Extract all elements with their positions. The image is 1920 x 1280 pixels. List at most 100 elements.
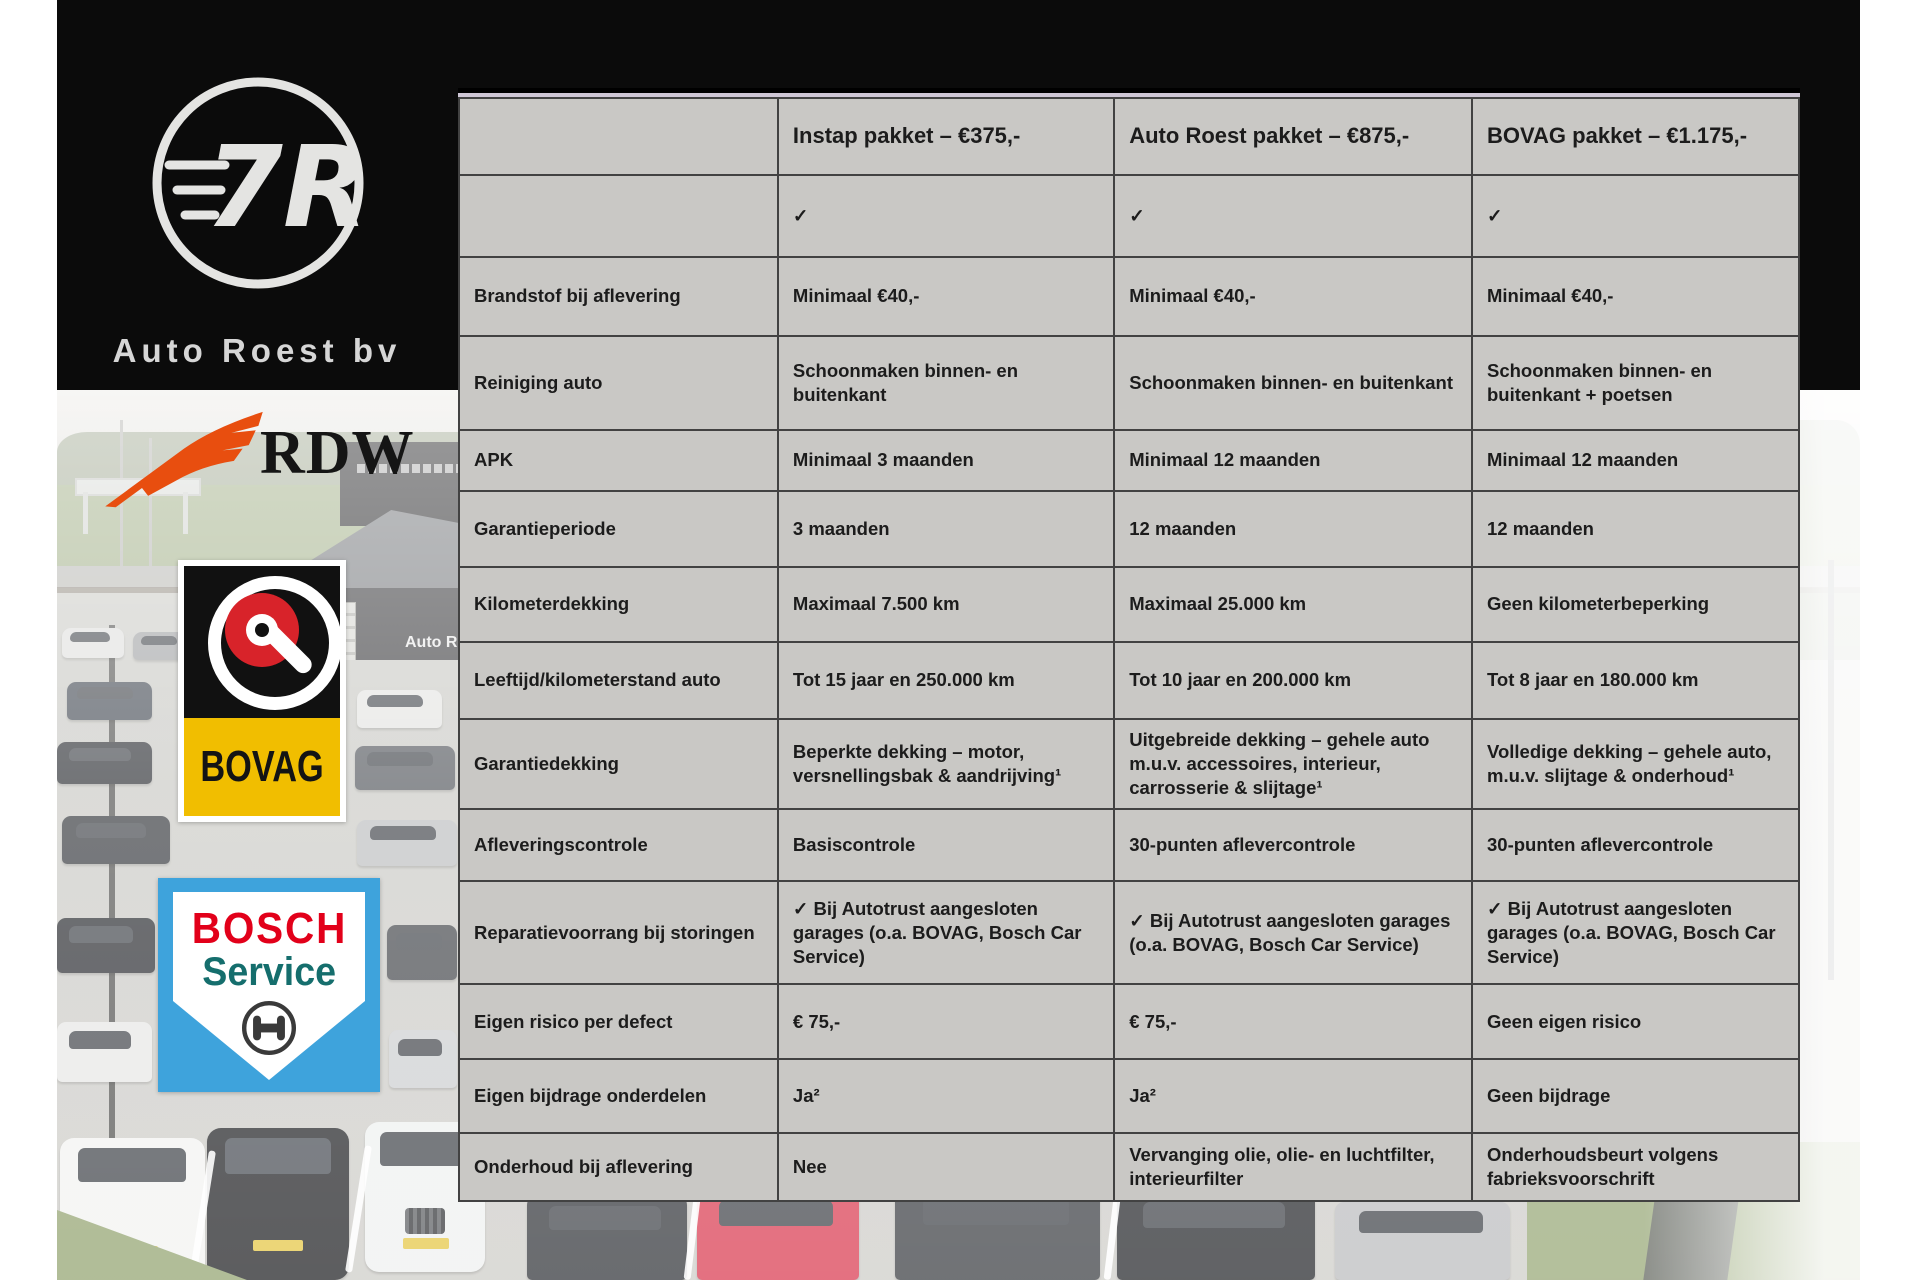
table-row: Onderhoud bij aflevering Nee Vervanging ol… (458, 1132, 1800, 1203)
table-cell: Minimaal 3 maanden (776, 429, 1116, 492)
table-cell: € 75,- (1113, 983, 1473, 1061)
row-label (458, 174, 779, 258)
table-row: Eigen risico per defect € 75,- € 75,- Geen … (458, 983, 1800, 1061)
table-cell: Geen bijdrage (1471, 1058, 1800, 1135)
parked-car (1335, 1202, 1510, 1280)
bosch-service-wordmark: Service (202, 950, 336, 994)
rdw-wordmark: RDW (260, 419, 415, 487)
table-cell: Beperkte dekking – motor, versnellingsba… (776, 717, 1116, 811)
bovag-wordmark-block: BOVAG (184, 718, 340, 816)
parked-car (57, 1022, 152, 1082)
table-row: Brandstof bij aflevering Minimaal €40,- Mi… (458, 256, 1800, 337)
parked-car (357, 820, 457, 866)
table-cell: Geen eigen risico (1471, 983, 1800, 1061)
table-cell: Minimaal 12 maanden (1471, 429, 1800, 492)
table-cell: Maximaal 7.500 km (776, 566, 1116, 643)
table-cell: Tot 15 jaar en 250.000 km (776, 641, 1116, 720)
bovag-wordmark: BOVAG (200, 742, 324, 791)
table-cell: Volledige dekking – gehele auto, m.u.v. … (1471, 717, 1800, 811)
bovag-emblem (184, 566, 342, 718)
table-cell: Maximaal 25.000 km (1113, 566, 1473, 643)
row-label: APK (458, 429, 779, 492)
parked-car-black-bmw (207, 1128, 349, 1280)
table-row: Kilometerdekking Maximaal 7.500 km Maximaa… (458, 566, 1800, 643)
table-cell: Geen kilometerbeperking (1471, 566, 1800, 643)
table-top-accent (458, 93, 1800, 97)
table-cell: Ja² (1113, 1058, 1473, 1135)
table-cell: Uitgebreide dekking – gehele auto m.u.v.… (1113, 717, 1473, 811)
parked-car (57, 742, 152, 784)
parked-car (527, 1196, 687, 1280)
table-cell: 30-punten aflevercontrole (1113, 808, 1473, 883)
bovag-logo: BOVAG (178, 560, 346, 822)
table-cell: ✓ Bij Autotrust aangesloten garages (o.a… (776, 880, 1116, 986)
parked-car (62, 816, 170, 864)
parked-car (387, 925, 457, 980)
bosch-wordmark: BOSCH (191, 904, 347, 953)
auto-roest-logo: 7R (152, 77, 369, 289)
table-cell: Onderhoudsbeurt volgens fabrieksvoorschr… (1471, 1132, 1800, 1203)
table-cell: ✓ (1471, 174, 1800, 258)
table-cell: Schoonmaken binnen- en buitenkant (776, 335, 1116, 431)
table-top-border (458, 88, 1800, 93)
row-label: Leeftijd/kilometerstand auto (458, 641, 779, 720)
table-cell: Tot 8 jaar en 180.000 km (1471, 641, 1800, 720)
table-cell: Vervanging olie, olie- en luchtfilter, i… (1113, 1132, 1473, 1203)
table-cell: ✓ (776, 174, 1116, 258)
table-cell: Nee (776, 1132, 1116, 1203)
row-label: Brandstof bij aflevering (458, 256, 779, 337)
row-label: Garantieperiode (458, 490, 779, 568)
row-label: Garantiedekking (458, 717, 779, 811)
package-comparison-table: Instap pakket – €375,- Auto Roest pakket … (458, 97, 1800, 1203)
table-cell: Minimaal 12 maanden (1113, 429, 1473, 492)
row-label: Reiniging auto (458, 335, 779, 431)
table-cell: Minimaal €40,- (776, 256, 1116, 337)
table-cell: 12 maanden (1113, 490, 1473, 568)
table-cell: ✓ Bij Autotrust aangesloten garages (o.a… (1471, 880, 1800, 986)
bosch-banner: BOSCH Service (173, 892, 365, 1080)
parked-car (57, 918, 155, 973)
table-row: Garantiedekking Beperkte dekking – motor,… (458, 717, 1800, 811)
row-label: Reparatievoorrang bij storingen (458, 880, 779, 986)
gantry-leg (83, 492, 88, 534)
package-comparison: Instap pakket – €375,- Auto Roest pakket … (458, 88, 1800, 1203)
table-cell: ✓ Bij Autotrust aangesloten garages (o.a… (1113, 880, 1473, 986)
table-row: Garantieperiode 3 maanden 12 maanden 12 maa… (458, 490, 1800, 568)
parked-car-red-seat (697, 1190, 859, 1280)
column-header: Auto Roest pakket – €875,- (1113, 97, 1473, 176)
parked-car (1117, 1192, 1315, 1280)
column-header (458, 97, 779, 176)
column-header: BOVAG pakket – €1.175,- (1471, 97, 1800, 176)
table-cell: € 75,- (776, 983, 1116, 1061)
rdw-logo: RDW (100, 400, 460, 525)
company-name: Auto Roest bv (112, 332, 402, 369)
table-cell: Schoonmaken binnen- en buitenkant (1113, 335, 1473, 431)
parked-car (62, 628, 124, 658)
table-cell: Minimaal €40,- (1113, 256, 1473, 337)
speed-lines-icon (164, 160, 230, 220)
table-cell: Schoonmaken binnen- en buitenkant + poet… (1471, 335, 1800, 431)
table-cell: ✓ (1113, 174, 1473, 258)
table-cell: Ja² (776, 1058, 1116, 1135)
rdw-swoosh-icon (105, 411, 263, 508)
table-row: Reiniging auto Schoonmaken binnen- en bui… (458, 335, 1800, 431)
parked-car (389, 1030, 457, 1088)
table-cell: 3 maanden (776, 490, 1116, 568)
table-row: APK Minimaal 3 maanden Minimaal 12 maanden… (458, 429, 1800, 492)
row-label: Afleveringscontrole (458, 808, 779, 883)
table-row: Reparatievoorrang bij storingen ✓ Bij Aut… (458, 880, 1800, 986)
lamp-pole (1828, 560, 1834, 980)
table-row: ✓ ✓ ✓ (458, 174, 1800, 258)
table-cell: Minimaal €40,- (1471, 256, 1800, 337)
table-cell: 12 maanden (1471, 490, 1800, 568)
parked-car (67, 682, 152, 720)
row-label: Eigen risico per defect (458, 983, 779, 1061)
row-label: Onderhoud bij aflevering (458, 1132, 779, 1203)
column-header: Instap pakket – €375,- (776, 97, 1116, 176)
parked-car (355, 746, 455, 790)
bosch-armature-icon (241, 1000, 297, 1056)
bosch-service-logo: BOSCH Service (158, 878, 380, 1092)
table-cell: Tot 10 jaar en 200.000 km (1113, 641, 1473, 720)
table-cell: Basiscontrole (776, 808, 1116, 883)
parked-car (357, 690, 442, 728)
